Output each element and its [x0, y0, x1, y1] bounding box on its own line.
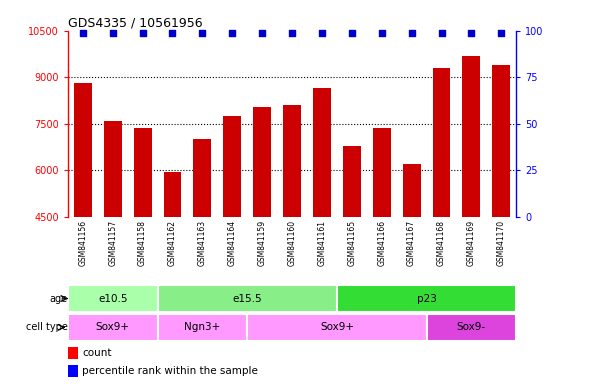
Bar — [492, 65, 510, 357]
Text: GSM841167: GSM841167 — [407, 220, 416, 266]
Text: GSM841156: GSM841156 — [78, 220, 87, 266]
Bar — [253, 107, 271, 357]
Text: GSM841168: GSM841168 — [437, 220, 446, 266]
Bar — [68, 313, 158, 341]
Text: percentile rank within the sample: percentile rank within the sample — [82, 366, 258, 376]
Point — [317, 30, 327, 36]
Point — [168, 30, 177, 36]
Text: cell type: cell type — [26, 322, 67, 333]
Bar — [402, 164, 421, 357]
Text: GSM841158: GSM841158 — [138, 220, 147, 266]
Text: GSM841160: GSM841160 — [287, 220, 297, 266]
Text: GSM841162: GSM841162 — [168, 220, 177, 266]
Text: Sox9-: Sox9- — [457, 322, 486, 333]
Text: GSM841161: GSM841161 — [317, 220, 326, 266]
Text: GSM841166: GSM841166 — [377, 220, 386, 266]
Bar — [194, 139, 211, 357]
Point — [257, 30, 267, 36]
Text: GSM841157: GSM841157 — [108, 220, 117, 266]
Bar — [68, 365, 78, 377]
Bar — [283, 105, 301, 357]
Bar — [343, 146, 361, 357]
Text: GSM841170: GSM841170 — [497, 220, 506, 266]
Text: GSM841163: GSM841163 — [198, 220, 207, 266]
Text: e10.5: e10.5 — [98, 293, 127, 304]
Point — [228, 30, 237, 36]
Bar — [223, 116, 241, 357]
Text: e15.5: e15.5 — [232, 293, 262, 304]
Bar — [74, 83, 92, 357]
Bar — [163, 172, 182, 357]
Text: GSM841159: GSM841159 — [258, 220, 267, 266]
Bar — [158, 285, 337, 313]
Text: Sox9+: Sox9+ — [96, 322, 130, 333]
Point — [497, 30, 506, 36]
Bar — [373, 129, 391, 357]
Point — [138, 30, 148, 36]
Text: GSM841164: GSM841164 — [228, 220, 237, 266]
Point — [467, 30, 476, 36]
Text: GSM841169: GSM841169 — [467, 220, 476, 266]
Bar — [313, 88, 331, 357]
Bar — [427, 313, 516, 341]
Point — [287, 30, 297, 36]
Bar — [133, 129, 152, 357]
Point — [108, 30, 117, 36]
Bar — [337, 285, 516, 313]
Point — [437, 30, 446, 36]
Bar — [432, 68, 451, 357]
Text: age: age — [50, 293, 67, 304]
Text: GSM841165: GSM841165 — [348, 220, 356, 266]
Bar — [463, 56, 480, 357]
Point — [377, 30, 386, 36]
Point — [407, 30, 417, 36]
Bar — [68, 285, 158, 313]
Bar — [104, 121, 122, 357]
Point — [198, 30, 207, 36]
Bar — [158, 313, 247, 341]
Bar — [68, 347, 78, 359]
Text: Ngn3+: Ngn3+ — [184, 322, 221, 333]
Bar — [247, 313, 427, 341]
Text: p23: p23 — [417, 293, 437, 304]
Text: GDS4335 / 10561956: GDS4335 / 10561956 — [68, 17, 202, 30]
Text: Sox9+: Sox9+ — [320, 322, 354, 333]
Point — [347, 30, 356, 36]
Text: count: count — [82, 348, 112, 358]
Point — [78, 30, 87, 36]
